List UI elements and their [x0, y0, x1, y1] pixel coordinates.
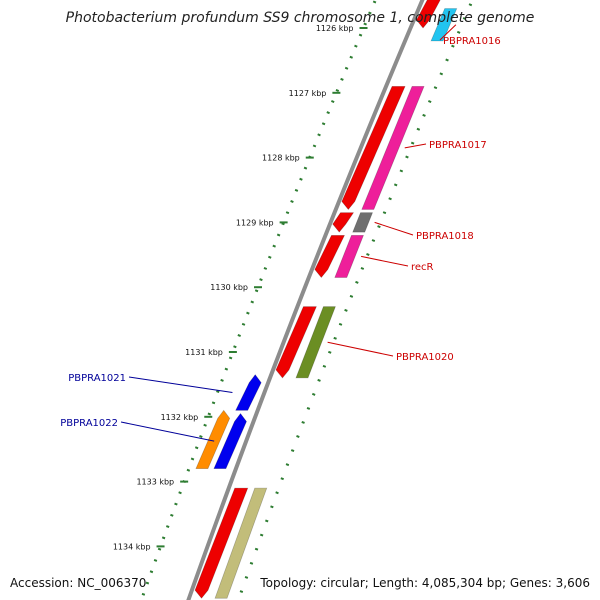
- cds-block: [275, 306, 317, 379]
- gene-label-leader: [439, 24, 457, 41]
- gene-label-leader: [128, 376, 233, 393]
- gene-block: [214, 487, 268, 599]
- gene-label-leader: [327, 341, 394, 357]
- topology-text: Topology: circular; Length: 4,085,304 bp…: [260, 576, 590, 590]
- ruler-tick-label: 1133 kbp: [136, 478, 174, 487]
- gene-block: [334, 235, 364, 278]
- gene-block: [213, 412, 247, 469]
- gene-label-leader: [361, 255, 409, 267]
- gene-label: PBPRA1020: [396, 352, 454, 363]
- gene-block: [361, 85, 425, 210]
- ruler-tick-label: 1127 kbp: [289, 89, 327, 98]
- gene-block: [352, 212, 374, 233]
- ruler-tick-label: 1131 kbp: [185, 348, 223, 357]
- cds-block: [314, 235, 346, 279]
- gene-block: [195, 409, 231, 469]
- gene-label: PBPRA1022: [60, 418, 118, 429]
- cds-block: [332, 212, 355, 233]
- gene-label: recR: [411, 262, 434, 273]
- ruler-tick-label: 1128 kbp: [262, 154, 300, 163]
- ruler-tick-label: 1134 kbp: [113, 542, 151, 551]
- gene-label-leader: [374, 221, 414, 236]
- cds-block: [341, 85, 406, 210]
- ruler-tick-label: 1132 kbp: [161, 413, 199, 422]
- gene-label: PBPRA1021: [68, 373, 126, 384]
- gene-block: [430, 8, 458, 42]
- ruler-tick-label: 1129 kbp: [236, 218, 274, 227]
- outer-dotted-track: [236, 0, 475, 600]
- gene-block: [235, 374, 262, 411]
- accession-text: Accession: NC_006370: [10, 576, 147, 590]
- gene-label-leader: [120, 421, 215, 442]
- gene-label: PBPRA1018: [416, 231, 474, 242]
- gene-block: [295, 306, 336, 379]
- ruler-tick-label: 1130 kbp: [210, 283, 248, 292]
- genome-backbone: [186, 0, 425, 600]
- ruler-tick-label: 1126 kbp: [316, 24, 354, 33]
- cds-block: [416, 0, 441, 29]
- gene-label: PBPRA1016: [443, 36, 501, 47]
- map-title: Photobacterium profundum SS9 chromosome …: [65, 10, 535, 26]
- cds-block: [194, 487, 249, 599]
- gene-label: PBPRA1017: [429, 140, 487, 151]
- gene-label-leader: [404, 143, 427, 149]
